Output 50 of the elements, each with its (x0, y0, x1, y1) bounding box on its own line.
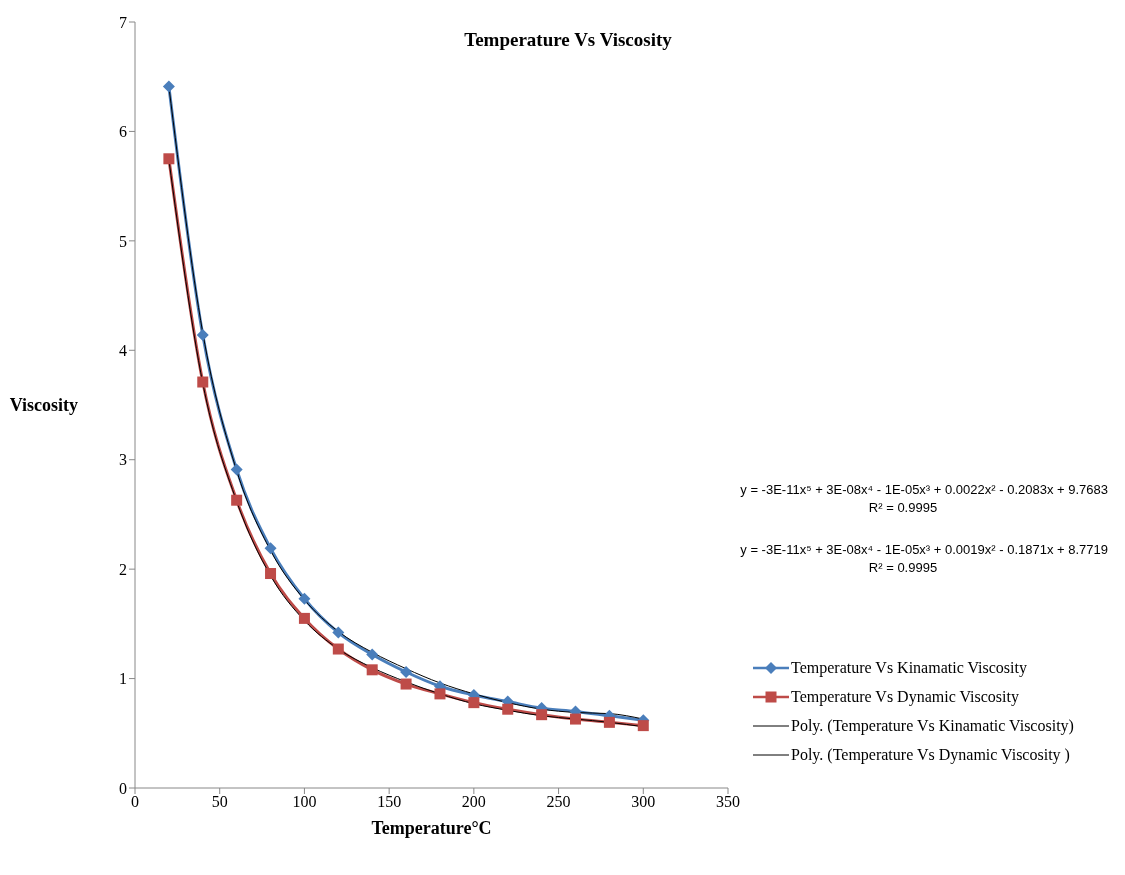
point (231, 494, 243, 506)
point (196, 328, 209, 341)
legend-label: Temperature Vs Kinamatic Viscosity (791, 658, 1027, 677)
x-axis-title: Temperature°C (371, 818, 492, 838)
point (400, 678, 412, 690)
y-axis-title: Viscosity (9, 395, 78, 416)
point (502, 703, 514, 715)
point (570, 713, 582, 725)
point (332, 626, 345, 639)
point (536, 709, 548, 721)
point (434, 688, 446, 700)
point (366, 664, 378, 676)
x-tick-label: 200 (461, 793, 486, 811)
x-tick-label: 0 (131, 793, 139, 811)
y-tick-label: 1 (119, 670, 127, 688)
y-tick-label: 6 (119, 123, 127, 141)
text: R² = 0.9995 (867, 560, 939, 575)
y-tick-label: 4 (119, 341, 127, 359)
point (400, 666, 413, 679)
point (162, 80, 175, 93)
text: y = -3E-11x⁵ + 3E-08x⁴ - 1E-05x³ + 0.0022x² - 0.2083x + 9.7683 (739, 482, 1108, 497)
y-tick-label: 7 (119, 13, 127, 31)
y-tick-label: 2 (119, 560, 127, 578)
legend-label: Temperature Vs Dynamic Viscosity (791, 687, 1019, 706)
text: R² = 0.9995 (867, 500, 939, 515)
text: y = -3E-11x⁵ + 3E-08x⁴ - 1E-05x³ + 0.0019x² - 0.1871x + 8.7719 (739, 542, 1108, 557)
y-tick-label: 5 (119, 232, 127, 250)
point (298, 612, 310, 624)
chart-title: Temperature Vs Viscosity (464, 29, 673, 50)
x-tick-label: 300 (631, 793, 656, 811)
point (264, 542, 277, 555)
y-tick-label: 3 (119, 451, 127, 469)
point (332, 643, 344, 655)
point (468, 697, 480, 709)
x-tick-label: 150 (377, 793, 402, 811)
point (366, 648, 379, 661)
point (265, 568, 277, 580)
x-tick-label: 250 (546, 793, 571, 811)
point (298, 592, 311, 605)
x-tick-label: 350 (716, 793, 740, 811)
point (603, 716, 615, 728)
legend-label: Poly. (Temperature Vs Dynamic Viscosity ) (791, 745, 1070, 764)
point (197, 376, 209, 388)
point (637, 720, 649, 732)
y-tick-label: 0 (119, 779, 127, 797)
x-tick-label: 100 (292, 793, 317, 811)
x-tick-label: 50 (211, 793, 228, 811)
point (230, 463, 243, 476)
legend-label: Poly. (Temperature Vs Kinamatic Viscosity) (791, 716, 1074, 735)
point (163, 153, 175, 165)
